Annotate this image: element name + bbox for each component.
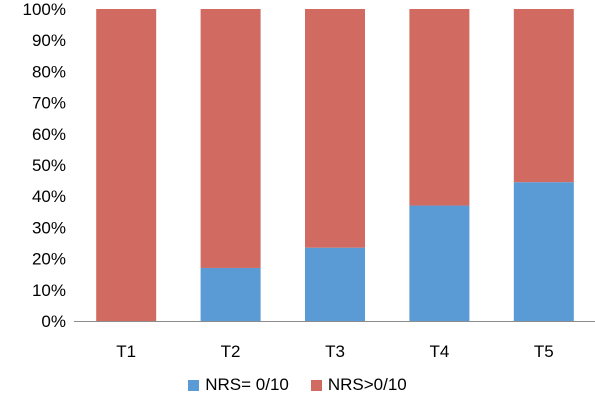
legend-item-series-0: NRS= 0/10 — [188, 375, 289, 395]
y-axis-ticks: 0% 10% 20% 30% 40% 50% 60% 70% 80% 90% 100% — [23, 0, 66, 331]
y-tick-label: 50% — [32, 156, 66, 175]
bar-t2-series-0 — [200, 267, 261, 321]
legend-label: NRS= 0/10 — [205, 375, 289, 394]
x-axis-ticks: T1 T2 T3 T4 T5 — [116, 342, 553, 361]
y-tick-label: 0% — [41, 312, 66, 331]
y-tick-label: 60% — [32, 125, 66, 144]
bar-t4-series-0 — [409, 205, 470, 321]
y-tick-label: 40% — [32, 187, 66, 206]
y-tick-label: 100% — [23, 0, 66, 19]
bar-t2-series-1 — [200, 9, 261, 268]
bar-t5-series-1 — [513, 9, 574, 183]
x-tick-label: T3 — [325, 342, 345, 361]
bars — [96, 9, 574, 321]
bar-t4-series-1 — [409, 9, 470, 206]
y-tick-label: 90% — [32, 31, 66, 50]
x-tick-label: T1 — [116, 342, 136, 361]
bar-t5-series-0 — [513, 182, 574, 321]
legend-label: NRS>0/10 — [327, 375, 407, 394]
y-tick-label: 30% — [32, 218, 66, 237]
bar-t3-series-0 — [305, 247, 365, 321]
y-tick-label: 70% — [32, 94, 66, 113]
legend: NRS= 0/10 NRS>0/10 — [0, 374, 595, 396]
y-tick-label: 80% — [32, 62, 66, 81]
bar-t3-series-1 — [305, 9, 365, 248]
x-tick-label: T4 — [429, 342, 449, 361]
x-tick-label: T2 — [221, 342, 241, 361]
bar-t1-series-1 — [96, 9, 157, 321]
legend-swatch — [188, 379, 200, 391]
legend-swatch — [310, 379, 322, 391]
x-tick-label: T5 — [534, 342, 554, 361]
y-tick-label: 20% — [32, 250, 66, 269]
y-tick-label: 10% — [32, 281, 66, 300]
legend-item-series-1: NRS>0/10 — [310, 375, 407, 395]
